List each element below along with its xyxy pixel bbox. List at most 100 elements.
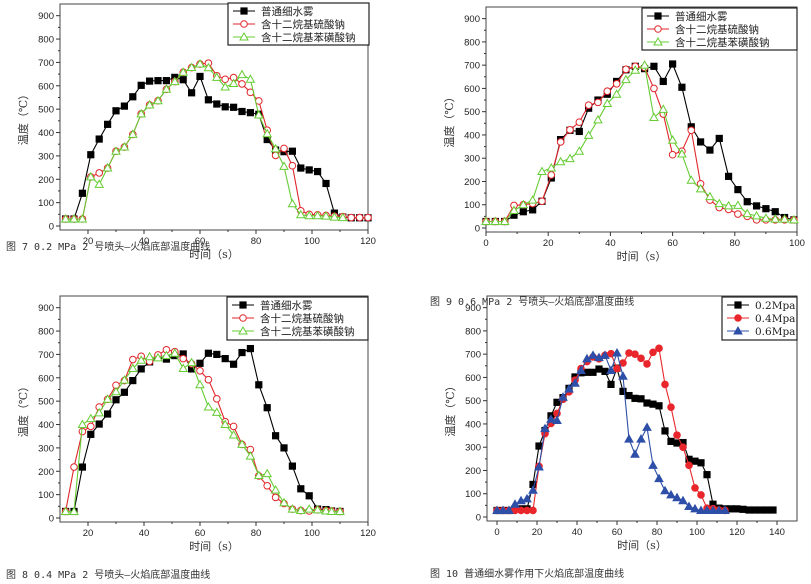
- data-point: [636, 434, 646, 443]
- x-tick-label: 140: [769, 527, 785, 538]
- legend-label: 含十二烷基苯磺酸钠: [260, 325, 355, 338]
- data-point: [144, 99, 155, 109]
- data-point: [287, 504, 298, 513]
- data-point: [779, 214, 790, 223]
- x-tick-label: 40: [139, 236, 150, 247]
- y-tick-label: 200: [38, 467, 54, 478]
- data-point: [305, 166, 313, 174]
- series-line: [65, 347, 341, 513]
- series-line: [486, 64, 794, 223]
- data-point: [119, 375, 130, 384]
- data-point: [714, 505, 724, 514]
- data-point: [213, 100, 221, 108]
- data-point: [742, 208, 753, 218]
- data-point: [335, 506, 345, 515]
- data-point: [519, 208, 527, 216]
- data-point: [245, 451, 256, 460]
- data-point: [643, 399, 651, 407]
- data-point: [270, 143, 281, 153]
- data-point: [547, 171, 556, 179]
- data-point: [304, 210, 315, 220]
- data-point: [625, 349, 633, 357]
- y-tick-label: 600: [38, 373, 54, 384]
- x-tick-label: 0: [483, 238, 488, 249]
- data-point: [703, 471, 711, 479]
- x-tick-label: 60: [195, 528, 206, 539]
- data-point: [685, 461, 693, 470]
- data-point: [355, 213, 364, 222]
- data-point: [537, 166, 547, 175]
- data-point: [481, 216, 491, 225]
- data-point: [540, 423, 550, 433]
- data-point: [246, 344, 254, 353]
- data-point: [238, 107, 246, 116]
- data-point: [673, 431, 681, 439]
- data-point: [667, 403, 675, 411]
- chart-fig7: 0 100 200 300 400 500 600 700 800 900 20 40 60 80 100 1…: [6, 2, 376, 261]
- legend-label: 含十二烷基硫酸钠: [261, 18, 345, 31]
- y-tick-label: 400: [38, 128, 54, 139]
- chart-fig10: 0 100 200 300 400 500 600 700 800 900 0 20 40 60 80 100…: [430, 295, 798, 580]
- data-point: [612, 79, 621, 88]
- x-tick-label: 60: [612, 527, 623, 538]
- y-tick-label: 0: [475, 224, 480, 235]
- legend-label: 含十二烷基硫酸钠: [260, 312, 344, 325]
- data-point: [144, 351, 155, 361]
- legend-label: 含十二烷基苯磺酸钠: [261, 31, 356, 44]
- data-point: [119, 142, 130, 151]
- data-point: [204, 375, 213, 384]
- data-point: [312, 210, 323, 220]
- data-point: [666, 489, 676, 499]
- data-point: [762, 205, 770, 213]
- y-tick-label: 600: [464, 84, 480, 95]
- data-point: [237, 69, 247, 79]
- y-axis-title: 温度（℃）: [443, 380, 457, 436]
- data-point: [535, 442, 543, 450]
- data-point: [522, 493, 532, 503]
- x-axis-title: 时间（s）: [189, 248, 239, 261]
- data-point: [112, 396, 120, 404]
- y-tick-label: 600: [38, 81, 54, 92]
- data-point: [715, 134, 723, 143]
- x-tick-label: 40: [605, 238, 616, 249]
- data-point: [492, 505, 502, 514]
- data-point: [684, 501, 694, 511]
- x-tick-label: 20: [543, 238, 554, 249]
- data-point: [499, 216, 510, 225]
- data-point: [564, 384, 574, 393]
- chart-fig9: 0 100 200 300 400 500 600 700 800 900 0 20 40 60 80 100…: [430, 6, 805, 308]
- data-point: [566, 126, 574, 134]
- data-point: [186, 357, 197, 367]
- data-point: [280, 144, 288, 153]
- series-line: [65, 75, 368, 220]
- data-point: [595, 365, 603, 373]
- data-point: [238, 348, 246, 357]
- data-point: [661, 380, 669, 389]
- data-point: [527, 195, 538, 204]
- legend-label: 普通细水雾: [675, 10, 728, 23]
- data-point: [648, 460, 658, 469]
- data-point: [691, 457, 699, 465]
- data-point: [654, 473, 664, 483]
- legend-marker: [239, 314, 247, 322]
- data-point: [678, 83, 686, 91]
- data-point: [95, 169, 103, 177]
- data-point: [263, 481, 272, 490]
- data-point: [137, 81, 145, 89]
- data-point: [60, 506, 71, 515]
- data-point: [556, 138, 565, 146]
- y-tick-label: 500: [465, 396, 481, 407]
- x-tick-label: 0: [494, 527, 499, 538]
- data-point: [622, 65, 630, 74]
- data-point: [221, 355, 229, 363]
- data-point: [659, 77, 667, 86]
- series-0: [62, 72, 372, 223]
- y-tick-label: 700: [464, 61, 480, 72]
- y-tick-label: 900: [464, 14, 480, 25]
- data-point: [95, 420, 103, 428]
- data-point: [655, 402, 663, 410]
- data-point: [213, 395, 221, 403]
- y-tick-label: 700: [465, 350, 481, 361]
- data-point: [611, 89, 622, 98]
- legend-marker: [733, 325, 743, 335]
